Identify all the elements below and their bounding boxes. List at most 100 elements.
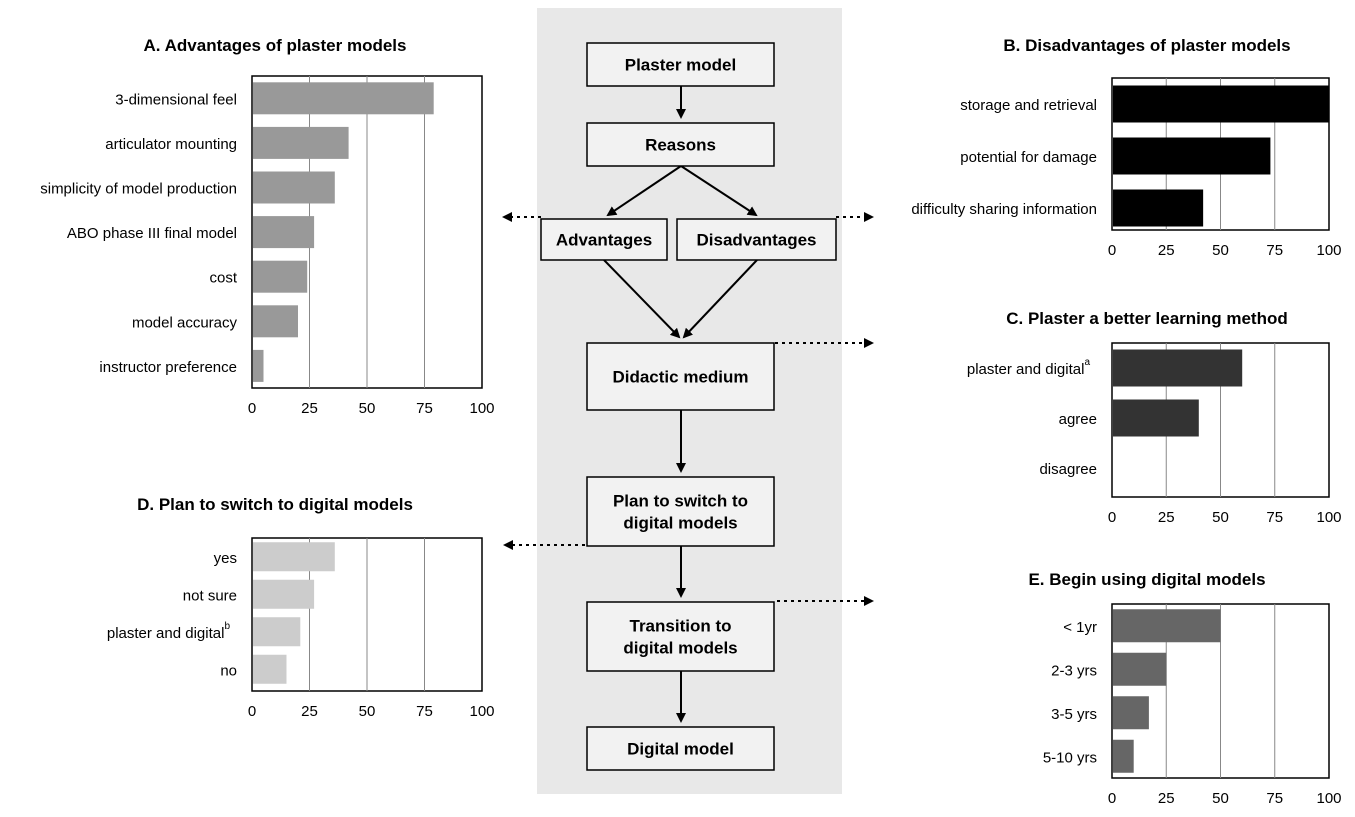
chart-d-bar [253, 579, 315, 609]
chart-e-category-label: 3-5 yrs [1051, 706, 1097, 723]
chart-e-category-label: 5-10 yrs [1043, 749, 1097, 766]
chart-b-tick-label: 0 [1108, 242, 1116, 259]
pointer-head-d [503, 540, 513, 550]
chart-b-bar [1113, 137, 1271, 175]
chart-c-tick-label: 25 [1158, 509, 1175, 526]
chart-d-title: D. Plan to switch to digital models [137, 495, 413, 514]
flow-node-label: Plan to switch to [613, 492, 748, 511]
chart-a-category-label: articulator mounting [105, 136, 237, 153]
flow-node-disadvantages: Disadvantages [676, 218, 837, 261]
chart-d-tick-label: 100 [469, 703, 494, 720]
chart-c: C. Plaster a better learning method plast… [967, 309, 1342, 526]
dotted-pointers [510, 216, 866, 602]
pointer-head-c [864, 338, 874, 348]
flow-node-box [586, 601, 775, 672]
flow-node-box [586, 476, 775, 547]
chart-d-tick-label: 0 [248, 703, 256, 720]
chart-a-tick-label: 25 [301, 400, 318, 417]
flow-node-didactic: Didactic medium [586, 342, 775, 411]
chart-a-bar [253, 260, 308, 293]
chart-e-title: E. Begin using digital models [1028, 570, 1265, 589]
flow-node-label: digital models [623, 639, 737, 658]
chart-d-tick-label: 75 [416, 703, 433, 720]
arrow-reasons-to-disadvantages [680, 165, 758, 217]
chart-e-bar [1113, 739, 1134, 773]
flow-node-box [586, 726, 775, 771]
chart-d-bar [253, 542, 335, 572]
chart-a-category-label: ABO phase III final model [67, 225, 237, 242]
chart-b-bar [1113, 85, 1329, 123]
chart-d-bar [253, 654, 287, 684]
chart-a-category-label: simplicity of model production [40, 181, 237, 198]
arrow-reasons-to-advantages [606, 165, 682, 217]
chart-a-bar [253, 126, 349, 159]
chart-a-tick-label: 50 [359, 400, 376, 417]
chart-b-category-label: storage and retrieval [960, 97, 1097, 114]
chart-e-category-label: 2-3 yrs [1051, 662, 1097, 679]
chart-c-tick-label: 0 [1108, 509, 1116, 526]
flow-node-box [676, 218, 837, 261]
chart-c-bar [1113, 399, 1199, 437]
chart-b-bar [1113, 189, 1204, 227]
flow-node-label: Transition to [630, 617, 732, 636]
flow-node-label: digital models [623, 514, 737, 533]
chart-d-category-label: yes [214, 550, 237, 567]
chart-a-category-label: instructor preference [99, 359, 237, 376]
chart-a-tick-label: 0 [248, 400, 256, 417]
chart-a-category-label: cost [209, 270, 237, 287]
flow-node-box [586, 122, 775, 167]
chart-c-tick-label: 50 [1212, 509, 1229, 526]
chart-e-tick-label: 75 [1266, 790, 1283, 807]
chart-e-category-label: < 1yr [1063, 619, 1097, 636]
chart-a-category-label: model accuracy [132, 314, 238, 331]
pointer-head-a [502, 212, 512, 222]
chart-b-category-label: potential for damage [960, 149, 1097, 166]
flow-node-box [540, 218, 668, 261]
chart-d-bar [253, 617, 301, 647]
chart-c-category-label: disagree [1039, 461, 1097, 478]
flow-node-label: Digital model [627, 740, 734, 759]
chart-b-category-label: difficulty sharing information [911, 201, 1097, 218]
flow-node-label: Advantages [556, 231, 652, 250]
flow-node-plaster-model: Plaster model [586, 42, 775, 87]
chart-d-category-label: plaster and digitalb [107, 621, 231, 642]
chart-a-category-label: 3-dimensional feel [115, 91, 237, 108]
dotted-pointer-heads [502, 212, 874, 606]
flow-node-transition: Transition to digital models [586, 601, 775, 672]
chart-b-title: B. Disadvantages of plaster models [1003, 36, 1290, 55]
flow-node-label: Disadvantages [697, 231, 817, 250]
chart-e-tick-label: 100 [1316, 790, 1341, 807]
chart-e-tick-label: 0 [1108, 790, 1116, 807]
chart-b-tick-label: 50 [1212, 242, 1229, 259]
chart-c-category-label: plaster and digitala [967, 357, 1091, 378]
flow-node-plan: Plan to switch to digital models [586, 476, 775, 547]
chart-b-tick-label: 25 [1158, 242, 1175, 259]
chart-c-tick-label: 100 [1316, 509, 1341, 526]
chart-a-tick-label: 75 [416, 400, 433, 417]
chart-d-tick-label: 25 [301, 703, 318, 720]
chart-a-title: A. Advantages of plaster models [144, 36, 407, 55]
flow-node-box [586, 42, 775, 87]
chart-e-bar [1113, 609, 1221, 643]
flow-node-label: Didactic medium [612, 368, 748, 387]
chart-b-tick-label: 75 [1266, 242, 1283, 259]
pointer-head-b [864, 212, 874, 222]
charts: A. Advantages of plaster models 3-dimensi… [40, 36, 1341, 807]
chart-a-bar [253, 171, 335, 204]
chart-d-category-label: no [220, 662, 237, 679]
chart-d-category-label: not sure [183, 587, 237, 604]
chart-e: E. Begin using digital models < 1yr 2-3 yr… [1028, 570, 1341, 807]
chart-e-tick-label: 50 [1212, 790, 1229, 807]
chart-a-bar [253, 82, 434, 115]
chart-c-title: C. Plaster a better learning method [1006, 309, 1288, 328]
chart-a-bar [253, 305, 298, 338]
flow-node-label: Reasons [645, 136, 716, 155]
chart-c-bar [1113, 349, 1243, 387]
chart-a-bar [253, 349, 264, 382]
flow-connectors [603, 86, 758, 723]
chart-e-tick-label: 25 [1158, 790, 1175, 807]
flow-node-digital-model: Digital model [586, 726, 775, 771]
flow-node-label: Plaster model [625, 56, 737, 75]
chart-d: D. Plan to switch to digital models yes no… [107, 495, 495, 720]
